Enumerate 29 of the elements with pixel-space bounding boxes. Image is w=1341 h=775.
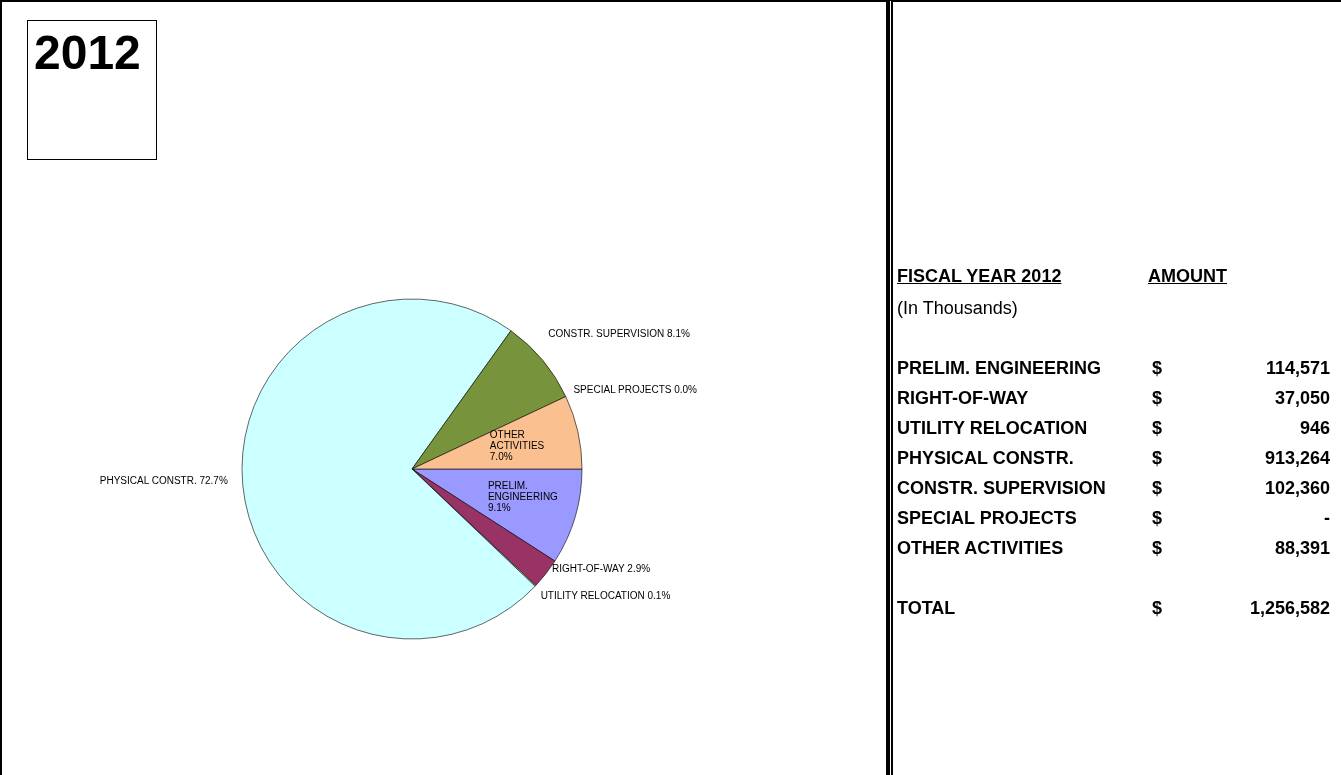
text: $ 946: [1152, 418, 1330, 438]
category-label: TOTAL: [897, 598, 956, 619]
slice-label: PHYSICAL CONSTR. 72.7%: [99, 474, 228, 489]
text: $ 913,264: [1152, 448, 1330, 468]
text: $ 102,360: [1152, 478, 1330, 498]
slice-label: PRELIM. ENGINEERING: [487, 479, 558, 502]
chart-title: 2012: [27, 20, 157, 160]
text: $ 114,571: [1152, 358, 1330, 378]
category-label: PHYSICAL CONSTR.: [897, 448, 1074, 469]
slice-label: OTHER ACTIVITIES: [489, 428, 545, 451]
category-label: SPECIAL PROJECTS: [897, 508, 1077, 529]
text: $ 88,391: [1152, 538, 1330, 558]
category-label: OTHER ACTIVITIES: [897, 538, 1064, 559]
category-label: PRELIM. ENGINEERING: [897, 358, 1102, 379]
text: FISCAL YEAR 2012: [897, 266, 1062, 287]
slice-label: RIGHT-OF-WAY 2.9%: [551, 562, 651, 577]
category-label: CONSTR. SUPERVISION: [897, 478, 1106, 499]
category-label: UTILITY RELOCATION: [897, 418, 1088, 439]
text: $ 1,256,582: [1152, 598, 1330, 618]
category-label: SPECIAL PROJECTS 0.0%: [573, 383, 698, 395]
data-label: 9.1%: [487, 501, 511, 513]
text: (In Thousands): [897, 298, 1018, 319]
data-label: 7.0%: [489, 450, 513, 462]
category-label: RIGHT-OF-WAY: [897, 388, 1029, 409]
slice-label: UTILITY RELOCATION 0.1%: [540, 589, 671, 604]
slice-label: CONSTR. SUPERVISION 8.1%: [548, 327, 690, 342]
text: $ -: [1152, 508, 1330, 528]
text: $ 37,050: [1152, 388, 1330, 408]
text: AMOUNT: [1148, 266, 1227, 287]
